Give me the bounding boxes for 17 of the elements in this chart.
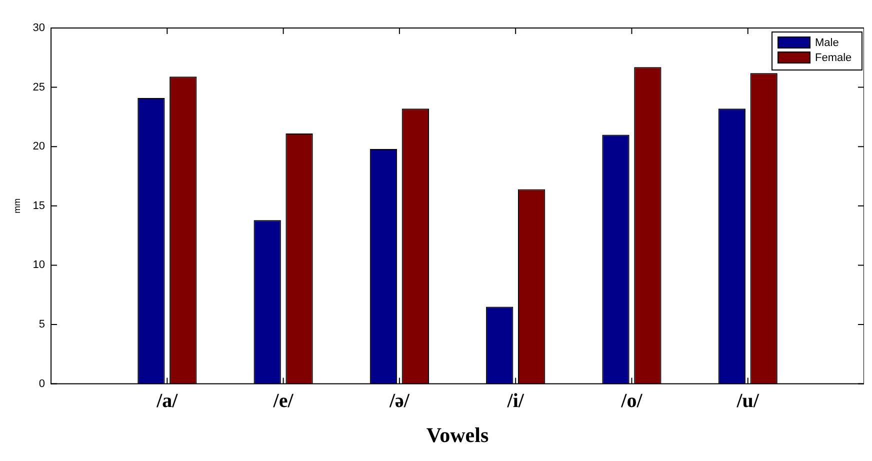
y-tick-label: 20 [32, 140, 46, 153]
y-axis-title: mm [12, 198, 22, 214]
x-tick-label: /u/ [736, 390, 760, 412]
y-tick-label: 0 [38, 378, 46, 390]
x-tick-label: /o/ [620, 390, 643, 412]
x-tick-label: /a/ [156, 390, 178, 412]
x-tick-label: /e/ [272, 390, 294, 412]
x-tick-label: /i/ [506, 390, 524, 412]
y-tick-label: 30 [32, 22, 46, 34]
legend-label: Male [815, 37, 839, 50]
x-axis-title: Vowels [426, 422, 489, 447]
x-tick-label: /ə/ [388, 390, 410, 412]
y-tick-label: 15 [32, 200, 46, 212]
legend-label: Female [815, 52, 852, 64]
y-tick-label: 25 [32, 81, 46, 94]
y-tick-label: 5 [38, 318, 46, 331]
y-tick-label: 10 [32, 259, 46, 272]
